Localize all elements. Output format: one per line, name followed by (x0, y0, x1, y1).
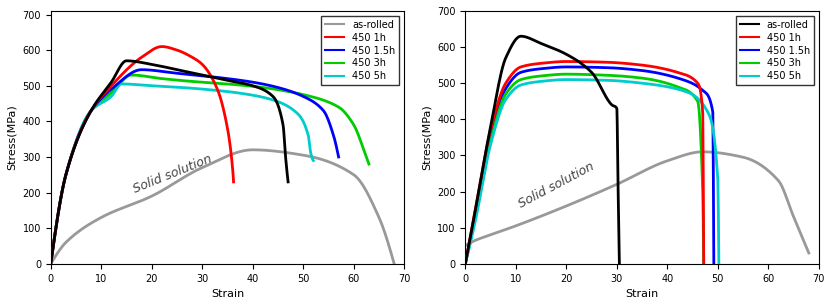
X-axis label: Strain: Strain (626, 289, 659, 299)
Text: Solid solution: Solid solution (131, 152, 214, 196)
Y-axis label: Stress(MPa): Stress(MPa) (7, 104, 17, 170)
Legend: as-rolled, 450 1h, 450 1.5h, 450 3h, 450 5h: as-rolled, 450 1h, 450 1.5h, 450 3h, 450… (735, 16, 814, 85)
X-axis label: Strain: Strain (210, 289, 244, 299)
Legend: as-rolled, 450 1h, 450 1.5h, 450 3h, 450 5h: as-rolled, 450 1h, 450 1.5h, 450 3h, 450… (321, 16, 399, 85)
Y-axis label: Stress(MPa): Stress(MPa) (422, 104, 432, 170)
Text: Solid solution: Solid solution (516, 160, 596, 211)
